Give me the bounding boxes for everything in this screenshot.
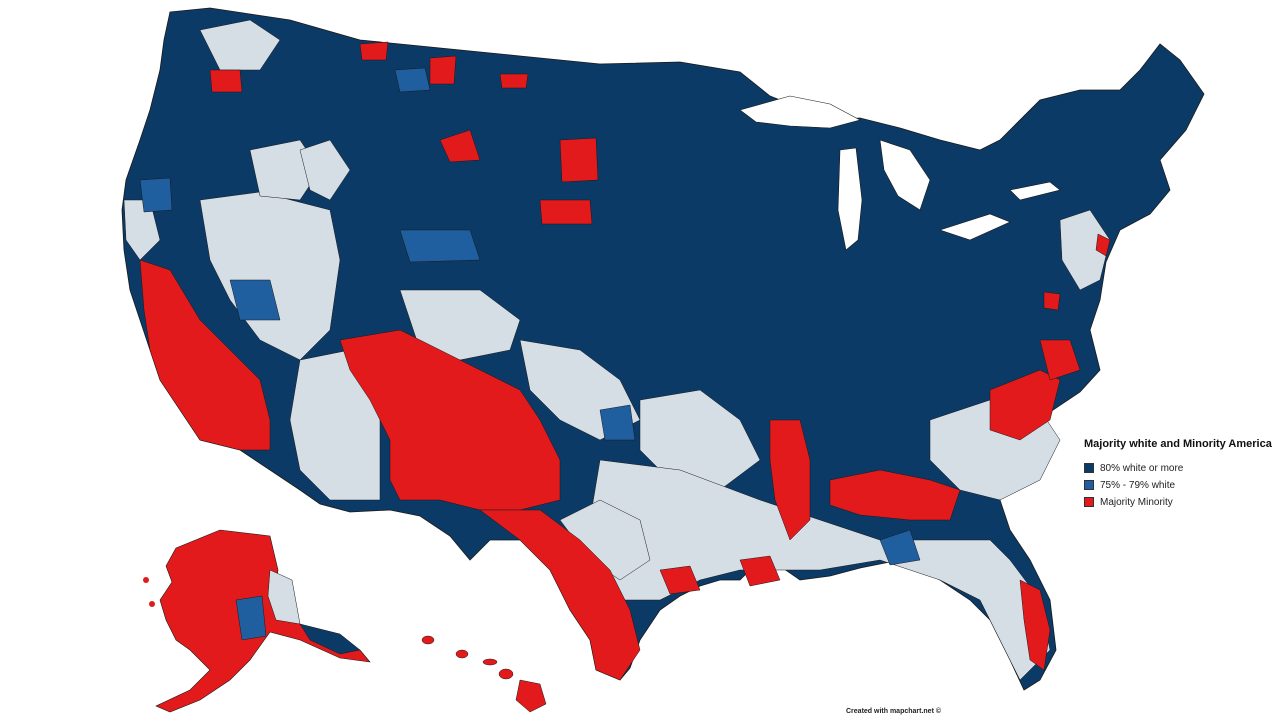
legend-swatch-minority	[1084, 497, 1094, 507]
hawaii-maui	[498, 668, 514, 680]
white-75-79-ok	[599, 404, 636, 441]
legend-item-white-75: 75% - 79% white	[1084, 477, 1274, 493]
mixed-region-great-basin	[199, 191, 341, 361]
majority-minority-south-florida	[1019, 579, 1051, 671]
legend-swatch-white-80	[1084, 463, 1094, 473]
mixed-region-washington	[199, 19, 281, 71]
alaska-island-1	[149, 601, 155, 607]
majority-minority-california	[139, 259, 271, 451]
majority-minority-washington	[209, 69, 243, 93]
legend-label-white-80: 80% white or more	[1100, 462, 1184, 474]
majority-minority-montana-reservation	[439, 129, 481, 163]
majority-minority-louisiana	[739, 555, 781, 587]
credit-text: Created with mapchart.net ©	[846, 708, 942, 715]
legend-item-minority: Majority Minority	[1084, 494, 1274, 510]
white-75-79-nevada	[229, 279, 281, 321]
majority-minority-nyc	[1095, 233, 1111, 257]
hawaii-molokai	[482, 658, 498, 666]
majority-minority-montana-north	[429, 55, 457, 85]
alaska-island-2	[143, 577, 149, 583]
alaska-panhandle-grey	[267, 569, 301, 625]
legend-item-white-80: 80% white or more	[1084, 460, 1274, 476]
white-75-79-georgia	[879, 529, 921, 566]
alaska-se-blue	[299, 623, 361, 655]
majority-minority-north-dakota	[559, 137, 599, 183]
majority-minority-sd-reservation	[539, 199, 593, 225]
majority-minority-layer	[139, 41, 1111, 681]
white-75-79-montana	[394, 67, 431, 93]
mixed-region-northeast	[1059, 209, 1111, 291]
majority-minority-virginia	[1039, 339, 1081, 381]
legend-label-minority: Majority Minority	[1100, 496, 1173, 508]
mixed-region-layer	[123, 19, 1111, 681]
alaska-south-blue	[235, 595, 267, 641]
hawaii	[421, 635, 547, 713]
hawaii-kauai	[421, 635, 435, 645]
mixed-region-south	[589, 459, 1051, 681]
legend-swatch-white-75	[1084, 480, 1094, 490]
majority-minority-south-texas	[479, 509, 641, 681]
majority-minority-mt-north2	[359, 41, 389, 61]
mixed-region-nw-nevada	[299, 139, 351, 201]
map-legend: Majority white and Minority America 80% …	[1084, 438, 1274, 511]
great-lakes	[739, 95, 1061, 251]
mixed-region-missouri-ark	[639, 389, 761, 491]
lake-michigan	[837, 147, 863, 251]
white-75-79-wyoming	[399, 229, 481, 263]
lake-ontario	[1009, 181, 1061, 201]
hawaii-big-island	[515, 679, 547, 713]
legend-label-white-75: 75% - 79% white	[1100, 479, 1176, 491]
lake-superior	[739, 95, 861, 129]
majority-minority-carolinas	[989, 369, 1061, 441]
lake-erie	[939, 213, 1011, 241]
majority-minority-houston	[659, 565, 701, 595]
legend-title: Majority white and Minority America	[1084, 438, 1272, 450]
majority-minority-dc	[1043, 291, 1061, 311]
lake-huron	[879, 139, 931, 211]
white-75-79-oregon	[139, 177, 173, 213]
hawaii-oahu	[455, 649, 469, 659]
majority-minority-nd-north	[499, 73, 529, 89]
majority-minority-mississippi-delta	[769, 419, 811, 541]
majority-minority-black-belt	[829, 469, 961, 521]
